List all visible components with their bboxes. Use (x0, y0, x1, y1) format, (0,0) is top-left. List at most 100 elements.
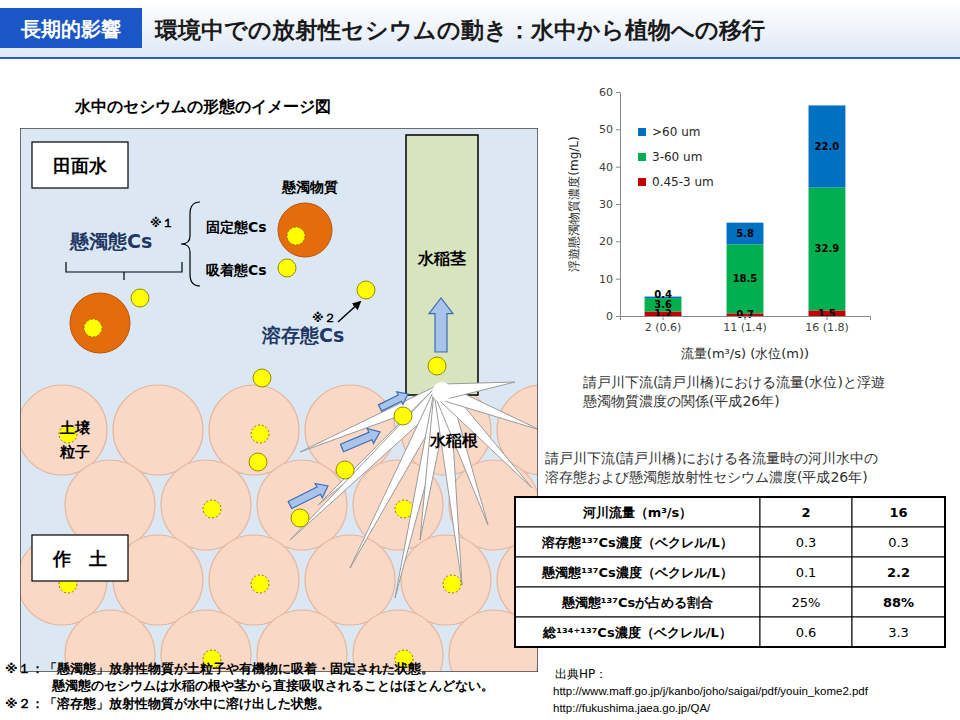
table-cell (760, 617, 852, 647)
table-title: 請戸川下流(請戸川橋)における各流量時の河川水中の (545, 450, 878, 466)
y-tick-mark (616, 129, 620, 130)
header: 長期的影響 環境中での放射性セシウムの動き：水中から植物への移行 (0, 0, 960, 58)
table-cell (760, 557, 852, 587)
y-tick-label: 30 (599, 198, 613, 211)
uptake-arrow (378, 392, 408, 411)
dissolved-cs (253, 369, 271, 387)
table-cell (760, 587, 852, 617)
table-cell (515, 587, 760, 617)
x-axis-title: 流量(m³/s) (水位(m)) (681, 346, 809, 361)
soil-particle (257, 460, 347, 550)
source-url: http://www.maff.go.jp/j/kanbo/joho/saiga… (553, 685, 869, 697)
y-tick: 0 (606, 310, 620, 323)
dissolved-cs (394, 407, 412, 425)
table-text: 2.2 (887, 565, 910, 580)
x-tick-mark (663, 316, 664, 320)
y-tick-label: 60 (599, 86, 613, 99)
fixed-cs (251, 425, 269, 443)
table-text: 0.3 (796, 535, 817, 550)
y-tick-label: 50 (599, 123, 613, 136)
data-label: 22.0 (815, 141, 840, 152)
plow-soil-box (32, 535, 128, 581)
data-label: 1.2 (654, 308, 672, 319)
root (350, 388, 449, 568)
table: 河川流量（m³/s）216溶存態¹³⁷Cs濃度（ベクレル/L）0.30.3懸濁態… (515, 497, 945, 647)
dissolved-cs (428, 357, 446, 375)
chart-caption: 請戸川下流(請戸川橋)における流量(水位)と浮遊 (583, 374, 885, 390)
data-label: 0.7 (736, 309, 754, 320)
header-background (0, 0, 960, 58)
data-labels: 1.20.71.53.618.532.90.45.822.0 (654, 141, 839, 320)
note-mark: ※２ (312, 311, 336, 325)
diagram-frame (20, 128, 538, 672)
soil-particle (20, 385, 107, 475)
dissolved-cs (336, 461, 354, 479)
y-tick-label: 20 (599, 235, 613, 248)
uptake-arrow (288, 483, 328, 508)
table-cell (852, 557, 945, 587)
table-cell (852, 587, 945, 617)
x-axis-line (621, 317, 871, 321)
table-cell (852, 617, 945, 647)
table-text: 総¹³⁴⁺¹³⁷Cs濃度（ベクレル/L） (542, 625, 731, 640)
slide-title: 環境中での放射性セシウムの動き：水中から植物への移行 (154, 17, 765, 43)
adsorbed-cs (131, 289, 149, 307)
dissolved-cs (249, 453, 267, 471)
x-tick-label: 16 (1.8) (805, 321, 849, 334)
y-tick-mark (616, 167, 620, 168)
x-tick-label: 2 (0.6) (645, 321, 682, 334)
soil-particle (209, 535, 299, 625)
y-tick-mark (616, 241, 620, 242)
root-label: 水稲根 (429, 431, 479, 450)
header-rule (0, 57, 960, 59)
rice-roots (290, 382, 538, 598)
data-label: 5.8 (736, 228, 754, 239)
x-tick: 2 (0.6) (645, 316, 682, 334)
table-text: 懸濁態¹³⁷Cs濃度（ベクレル/L） (541, 565, 732, 580)
y-tick-mark (616, 92, 620, 93)
table-cell (760, 527, 852, 557)
diagram (20, 128, 538, 672)
uptake-arrow (429, 298, 453, 352)
fixed-cs (203, 500, 221, 518)
header-badge (0, 8, 142, 48)
legend-label: >60 um (652, 125, 700, 139)
table-text: 懸濁態¹³⁷Csが占める割合 (561, 595, 713, 610)
cs-label: 吸着態Cs (206, 262, 267, 278)
table-text: 0.1 (796, 565, 817, 580)
suspended-matter (278, 203, 332, 257)
fixed-cs (287, 227, 305, 245)
header-badge-text: 長期的影響 (20, 17, 121, 41)
box-label: 作 土 (52, 548, 107, 569)
y-tick: 30 (599, 198, 620, 211)
y-tick: 40 (599, 161, 620, 174)
legend-swatch (638, 128, 646, 136)
y-tick-mark (616, 279, 620, 280)
source-label: 出典HP： (555, 667, 607, 681)
legend-label: 0.45-3 um (652, 175, 714, 189)
x-tick-mark (826, 316, 827, 320)
table-text: 2 (801, 505, 810, 520)
cs-form-label: 懸濁態Cs (69, 230, 152, 252)
root (441, 382, 515, 400)
table-cell (760, 497, 852, 527)
footnote: ※２：「溶存態」放射性物質が水中に溶け出した状態。 (5, 696, 330, 711)
table-text: 88% (883, 595, 914, 610)
adsorbed-cs (278, 259, 296, 277)
legend-label: 3-60 um (652, 150, 702, 164)
soil-particle (305, 535, 395, 625)
soil-label: 土壌 (59, 419, 91, 437)
root-base (432, 382, 452, 402)
table-cell (515, 497, 760, 527)
paddy-water-box (32, 142, 128, 188)
x-tick-mark (745, 316, 746, 320)
soil-label: 粒子 (59, 443, 90, 461)
soil-particle (113, 385, 203, 475)
slide: 長期的影響環境中での放射性セシウムの動き：水中から植物への移行水中のセシウムの形… (0, 0, 960, 720)
chart-caption: 懸濁物質濃度の関係(平成26年) (582, 393, 780, 409)
bar (809, 188, 846, 311)
bar (809, 105, 846, 187)
box-label: 田面水 (53, 155, 108, 176)
table-text: 0.3 (888, 535, 909, 550)
cs-label: 固定態Cs (206, 219, 267, 235)
